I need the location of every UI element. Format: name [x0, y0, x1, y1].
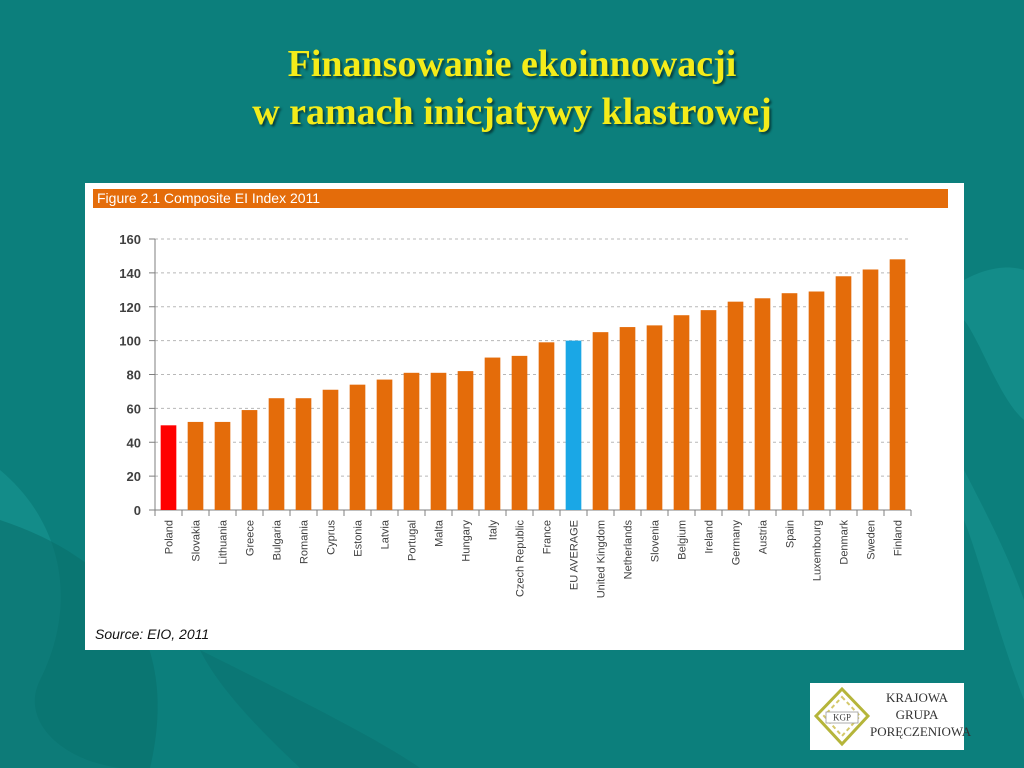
logo-line1: KRAJOWA [885, 690, 949, 705]
logo-text: KRAJOWA GRUPA PORĘCZENIOWA [870, 689, 972, 740]
bar-netherlands [619, 327, 636, 510]
bar-finland [889, 259, 906, 510]
logo-line3: PORĘCZENIOWA [870, 724, 972, 739]
logo-line2: GRUPA [895, 707, 939, 722]
bar-lithuania [214, 421, 231, 510]
bar-poland [160, 425, 177, 510]
y-tick-label: 60 [127, 401, 141, 416]
bar-denmark [835, 276, 852, 510]
x-tick-label: EU AVERAGE [569, 520, 581, 590]
bar-portugal [403, 372, 420, 510]
figure-panel: Figure 2.1 Composite EI Index 2011 0 20 40… [85, 183, 964, 650]
x-tick-label: Hungary [461, 520, 473, 562]
y-tick-label: 40 [127, 435, 141, 450]
bar-united-kingdom [592, 332, 609, 510]
x-tick-label: Ireland [704, 520, 716, 554]
bar-belgium [673, 315, 690, 510]
bar-chart: 0 20 40 60 80 100 120 140 160 Poland Slovakia Lithu… [119, 232, 912, 598]
bar-ireland [700, 310, 717, 510]
x-tick-label: Poland [164, 520, 176, 554]
x-tick-label: Finland [893, 520, 905, 556]
bar-bulgaria [268, 398, 285, 510]
slide-title-line2: w ramach inicjatywy klastrowej [252, 91, 772, 133]
x-tick-label: Lithuania [218, 519, 230, 565]
x-tick-label: Malta [434, 519, 446, 547]
y-tick-label: 100 [119, 334, 141, 349]
x-tick-label: Bulgaria [272, 519, 284, 560]
x-tick-label: United Kingdom [596, 520, 608, 598]
bar-romania [295, 398, 312, 510]
bar-eu-average [565, 340, 582, 510]
logo-mark-text: KGP [833, 713, 851, 723]
bar-slovakia [187, 421, 204, 510]
bar-slovenia [646, 325, 663, 510]
x-tick-label: Germany [731, 520, 743, 566]
x-tick-label: Sweden [866, 520, 878, 560]
bar-cyprus [322, 389, 339, 510]
x-tick-label: Greece [245, 520, 257, 556]
x-tick-label: Italy [488, 520, 500, 541]
x-tick-label: Latvia [380, 519, 392, 549]
y-tick-label: 160 [119, 232, 141, 247]
x-tick-label: Czech Republic [515, 520, 527, 598]
logo: KGP KRAJOWA GRUPA PORĘCZENIOWA [810, 683, 972, 750]
y-tick-label: 80 [127, 368, 141, 383]
bar-sweden [862, 269, 879, 510]
bar-hungary [457, 371, 474, 510]
x-tick-label: France [542, 520, 554, 554]
bar-austria [754, 298, 771, 510]
bar-italy [484, 357, 501, 510]
x-tick-label: Slovakia [191, 519, 203, 561]
x-tick-label: Slovenia [650, 519, 662, 562]
x-tick-label: Austria [758, 519, 770, 554]
x-tick-label: Netherlands [623, 520, 635, 580]
bar-france [538, 342, 555, 510]
y-tick-label: 0 [134, 503, 141, 518]
slide-title-line1: Finansowanie ekoinnowacji [287, 43, 737, 85]
chart-labels: 0 20 40 60 80 100 120 140 160 Poland Slovakia Lithu… [119, 232, 904, 598]
figure-source: Source: EIO, 2011 [95, 626, 210, 642]
x-tick-label: Denmark [839, 520, 851, 565]
y-tick-label: 140 [119, 266, 141, 281]
x-tick-label: Spain [785, 520, 797, 548]
chart-bars [160, 259, 906, 510]
bar-luxembourg [808, 291, 825, 510]
bar-spain [781, 293, 798, 510]
logo-mark-icon: KGP [813, 686, 871, 747]
x-tick-label: Luxembourg [812, 520, 824, 581]
bar-malta [430, 372, 447, 510]
bar-latvia [376, 379, 393, 510]
x-tick-label: Cyprus [326, 520, 338, 555]
x-tick-label: Romania [299, 519, 311, 564]
slide-title: Finansowanie ekoinnowacji w ramach inicj… [0, 40, 1024, 136]
x-tick-label: Belgium [677, 520, 689, 560]
figure-header: Figure 2.1 Composite EI Index 2011 [93, 189, 948, 208]
bar-greece [241, 410, 258, 510]
y-tick-label: 20 [127, 469, 141, 484]
bar-germany [727, 301, 744, 510]
bar-estonia [349, 384, 366, 510]
chart-gridlines [155, 238, 911, 477]
x-tick-label: Portugal [407, 520, 419, 561]
bar-czech-republic [511, 355, 528, 510]
x-tick-label: Estonia [353, 519, 365, 557]
y-tick-label: 120 [119, 300, 141, 315]
